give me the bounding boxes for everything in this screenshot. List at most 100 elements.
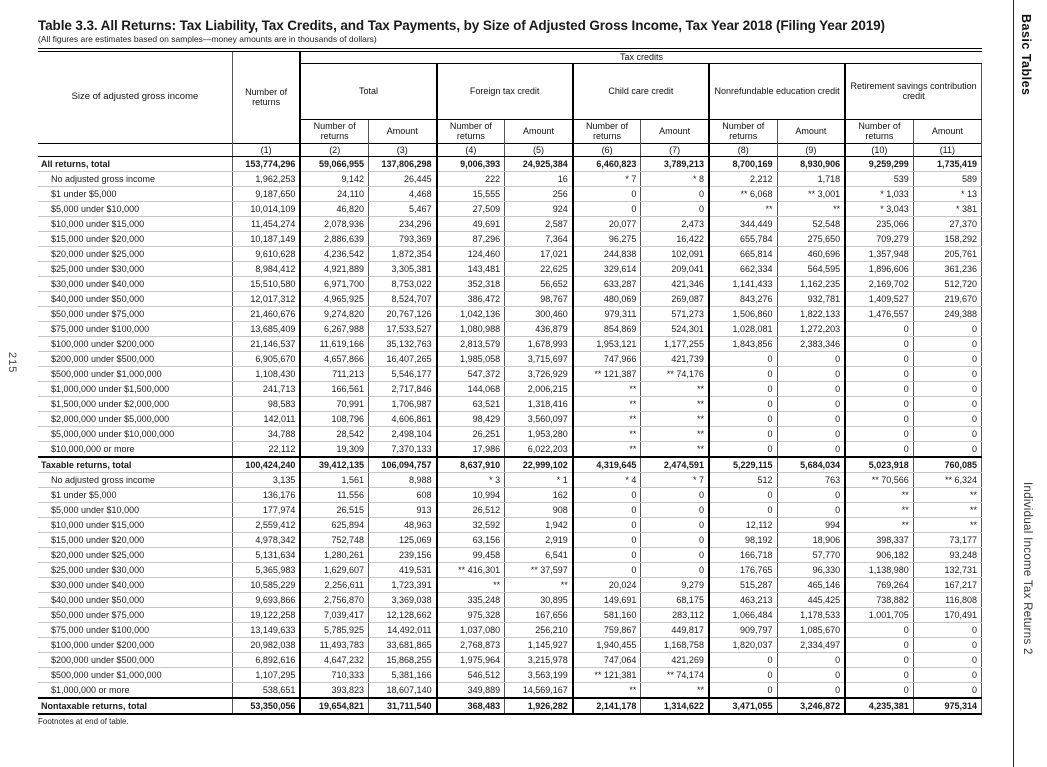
cell: 3,246,872 <box>776 696 846 714</box>
cell: 747,966 <box>571 351 641 367</box>
cell: ** 70,566 <box>844 472 914 488</box>
cell: 625,894 <box>299 517 369 533</box>
cell: 709,279 <box>844 231 914 247</box>
cell: 0 <box>912 667 983 683</box>
cell: 20,982,038 <box>231 637 301 653</box>
cell: 15,510,580 <box>231 276 301 292</box>
cell: 3,563,199 <box>504 667 573 683</box>
cell: 0 <box>707 441 778 457</box>
cell: ** <box>435 577 505 593</box>
cell: ** <box>844 517 914 533</box>
row-label: $1,500,000 under $2,000,000 <box>38 396 233 412</box>
table-row: $10,000,000 or more 22,112 19,309 7,370,133… <box>38 441 983 457</box>
row-label: $5,000,000 under $10,000,000 <box>38 426 233 442</box>
cell: 275,650 <box>776 231 846 247</box>
row-label: $10,000,000 or more <box>38 441 233 457</box>
cell: 27,370 <box>912 216 983 232</box>
cell: 4,468 <box>367 186 437 202</box>
cell: ** <box>912 517 983 533</box>
cell: 2,768,873 <box>435 637 505 653</box>
cell: 0 <box>844 366 914 382</box>
cell: 0 <box>776 682 846 698</box>
cell: 1,028,081 <box>707 321 778 337</box>
cell: 6,971,700 <box>299 276 369 292</box>
cell: ** <box>912 502 983 518</box>
cell: 581,160 <box>571 607 641 623</box>
cell: 12,112 <box>707 517 778 533</box>
cell: 49,691 <box>435 216 505 232</box>
cell: 12,017,312 <box>231 291 301 307</box>
cell: 1,706,987 <box>367 396 437 412</box>
column-number: (5) <box>504 142 573 157</box>
cell: 10,585,229 <box>231 577 301 593</box>
cell: 9,274,820 <box>299 306 369 322</box>
cell: 1,080,988 <box>435 321 505 337</box>
cell: 0 <box>640 517 709 533</box>
cell: 116,808 <box>912 592 983 608</box>
cell: 5,229,115 <box>707 455 778 473</box>
subheader-returns: Number of returns <box>435 119 505 143</box>
table-row: $10,000 under $15,000 11,454,274 2,078,936… <box>38 216 983 232</box>
publication-label: Individual Income Tax Returns 2 <box>1021 482 1033 655</box>
cell: 0 <box>912 366 983 382</box>
header-row-column-numbers: (1) (2) (3) (4) (5) (6) (7) (8) (9) (10)… <box>38 142 983 157</box>
column-number: (4) <box>435 142 505 157</box>
subheader-amount: Amount <box>504 119 573 143</box>
cell: ** <box>571 396 641 412</box>
cell: 0 <box>707 426 778 442</box>
row-label: $2,000,000 under $5,000,000 <box>38 411 233 427</box>
table-row: $50,000 under $75,000 21,460,676 9,274,820… <box>38 306 983 322</box>
row-label: $500,000 under $1,000,000 <box>38 366 233 382</box>
cell: 4,657,866 <box>299 351 369 367</box>
header-row-taxcredits: Size of adjusted gross income Number of … <box>38 50 982 143</box>
cell: 752,748 <box>299 532 369 548</box>
cell: 386,472 <box>435 291 505 307</box>
cell: 1,718 <box>776 171 846 187</box>
cell: 11,619,166 <box>299 336 369 352</box>
row-label: $1,000,000 or more <box>38 682 233 698</box>
cell: 515,287 <box>707 577 778 593</box>
cell: 4,606,861 <box>367 411 437 427</box>
cell: 20,077 <box>571 216 641 232</box>
cell: 99,458 <box>435 547 505 563</box>
cell: 344,449 <box>707 216 778 232</box>
cell: 0 <box>844 622 914 638</box>
cell: 1,953,280 <box>504 426 573 442</box>
cell: 0 <box>844 652 914 668</box>
cell: 26,251 <box>435 426 505 442</box>
cell: 102,091 <box>640 246 709 262</box>
cell: 1,822,133 <box>776 306 846 322</box>
table-row: $15,000 under $20,000 4,978,342 752,748 125… <box>38 532 983 548</box>
cell: 5,467 <box>367 201 437 217</box>
cell: 710,333 <box>299 667 369 683</box>
cell: 747,064 <box>571 652 641 668</box>
cell: 3,560,097 <box>504 411 573 427</box>
cell: 16,407,265 <box>367 351 437 367</box>
tax-credits-table: Size of adjusted gross income Number of … <box>38 48 983 715</box>
cell: 0 <box>571 201 641 217</box>
cell: 0 <box>640 487 709 503</box>
cell: 8,700,169 <box>707 156 778 172</box>
cell: 0 <box>912 622 983 638</box>
cell: ** 37,597 <box>504 562 573 578</box>
row-label: Nontaxable returns, total <box>38 696 233 714</box>
cell: 449,817 <box>640 622 709 638</box>
cell: 524,301 <box>640 321 709 337</box>
cell: 0 <box>571 517 641 533</box>
cell: 975,328 <box>435 607 505 623</box>
cell: 176,765 <box>707 562 778 578</box>
header-row-groups: Total Foreign tax credit Child care cred… <box>38 63 983 120</box>
cell: 2,756,870 <box>299 592 369 608</box>
cell: 932,781 <box>776 291 846 307</box>
cell: ** <box>571 682 641 698</box>
cell: ** <box>776 201 846 217</box>
cell: ** 74,176 <box>640 366 709 382</box>
cell: 8,988 <box>367 472 437 488</box>
cell: 219,670 <box>912 291 983 307</box>
cell: 98,583 <box>231 396 301 412</box>
cell: 662,334 <box>707 261 778 277</box>
table-row: $2,000,000 under $5,000,000 142,011 108,79… <box>38 411 983 427</box>
cell: 70,991 <box>299 396 369 412</box>
table-row: $20,000 under $25,000 9,610,628 4,236,542 1… <box>38 246 983 262</box>
cell: 1,678,993 <box>504 336 573 352</box>
